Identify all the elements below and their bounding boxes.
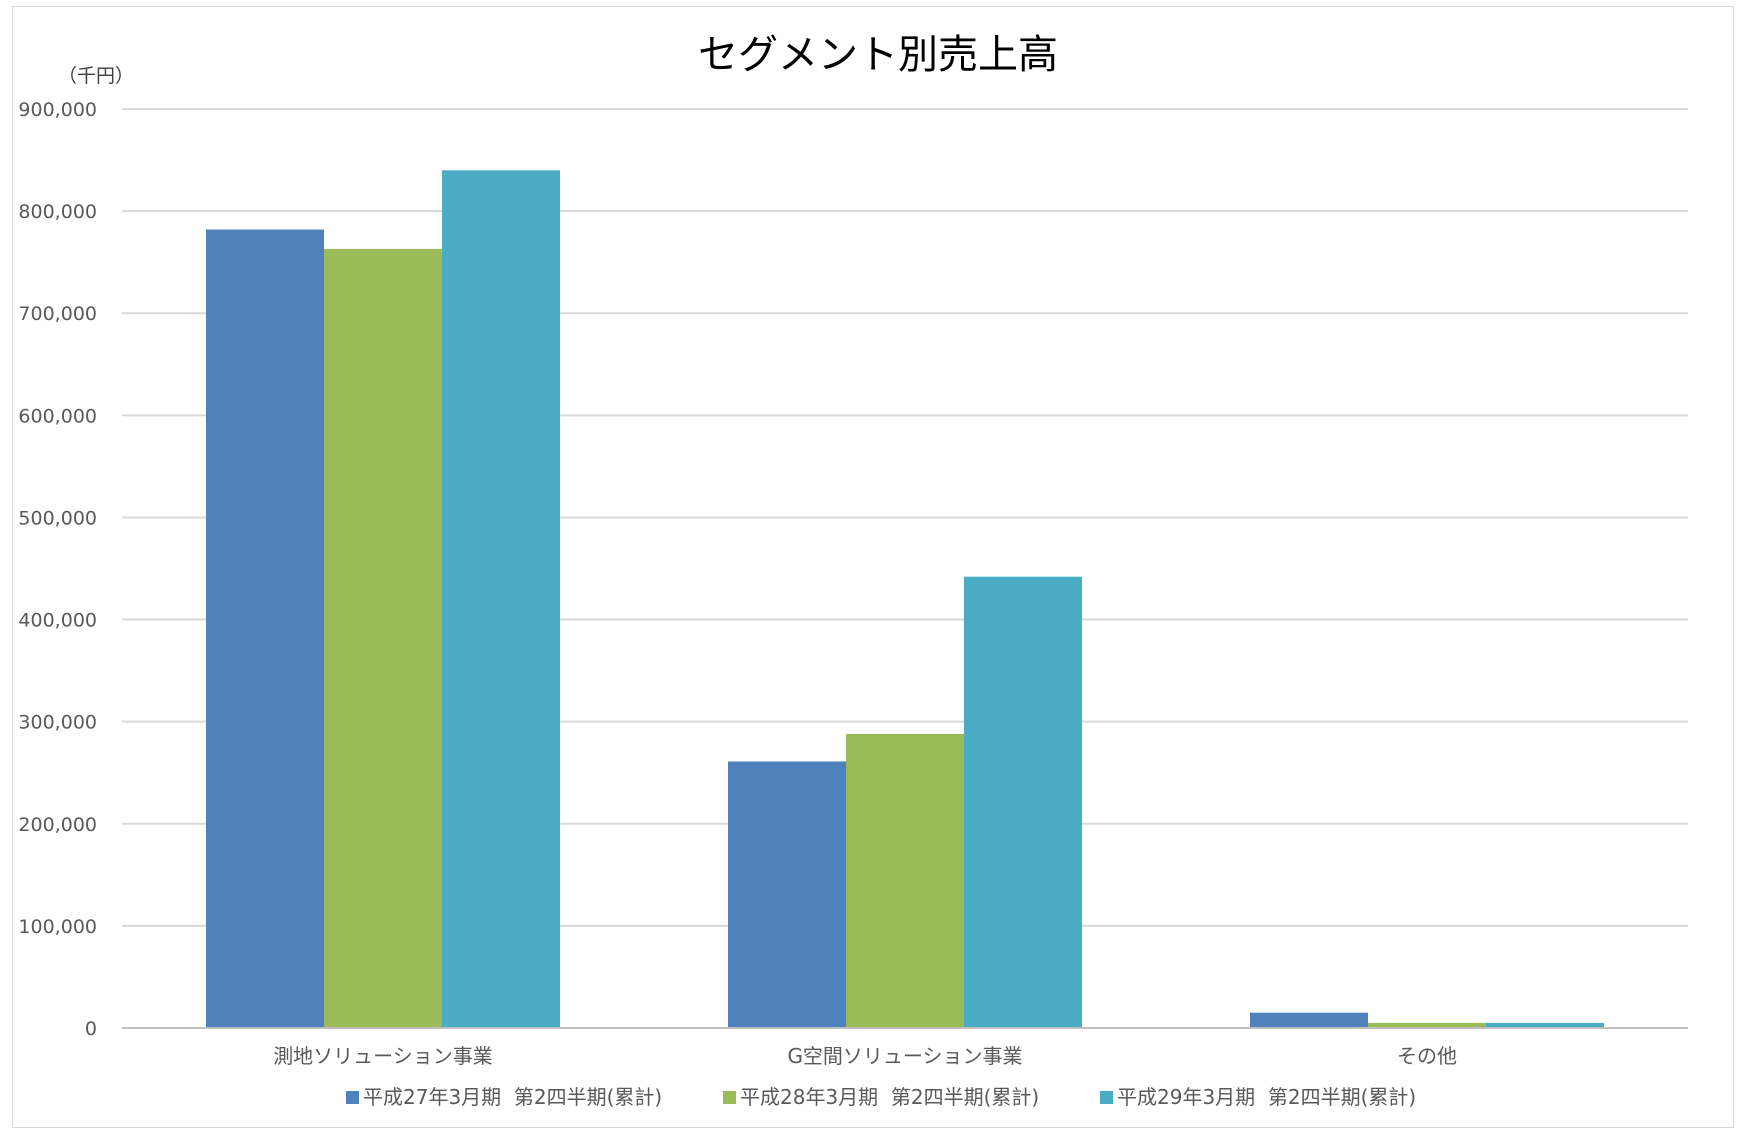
legend-swatch [346,1091,359,1104]
legend-swatch [723,1091,736,1104]
legend: 平成27年3月期 第2四半期(累計) 平成28年3月期 第2四半期(累計) 平成29… [346,1085,1416,1109]
bar [206,229,324,1029]
y-tick-label: 800,000 [18,201,97,223]
bar [728,761,846,1028]
y-tick-label: 0 [85,1018,97,1040]
y-tick-label: 500,000 [18,507,97,529]
chart-title: セグメント別売上高 [698,32,1058,78]
category-label: G空間ソリューション事業 [787,1044,1022,1068]
y-tick-label: 100,000 [18,916,97,938]
bar [324,248,442,1029]
y-tick-label: 200,000 [18,814,97,836]
bar [964,576,1082,1028]
bar [1486,1022,1604,1028]
category-label: その他 [1397,1044,1457,1068]
y-tick-label: 600,000 [18,405,97,427]
legend-swatch [1100,1091,1113,1104]
y-tick-label: 300,000 [18,712,97,734]
legend-label: 平成29年3月期 第2四半期(累計) [1117,1085,1416,1109]
bar [442,170,560,1028]
y-tick-label: 400,000 [18,610,97,632]
bars [206,170,1604,1029]
y-axis-unit-label: （千円） [58,65,134,87]
bar [1250,1012,1368,1028]
y-tick-label: 900,000 [18,99,97,121]
category-label: 測地ソリューション事業 [273,1044,493,1068]
bar [846,733,964,1028]
legend-label: 平成27年3月期 第2四半期(累計) [363,1085,662,1109]
bar [1368,1022,1486,1028]
category-labels: 測地ソリューション事業 G空間ソリューション事業 その他 [273,1044,1457,1068]
y-axis-ticks: 0 100,000 200,000 300,000 400,000 500,000 600,… [18,99,97,1040]
legend-label: 平成28年3月期 第2四半期(累計) [740,1085,1039,1109]
y-tick-label: 700,000 [18,303,97,325]
